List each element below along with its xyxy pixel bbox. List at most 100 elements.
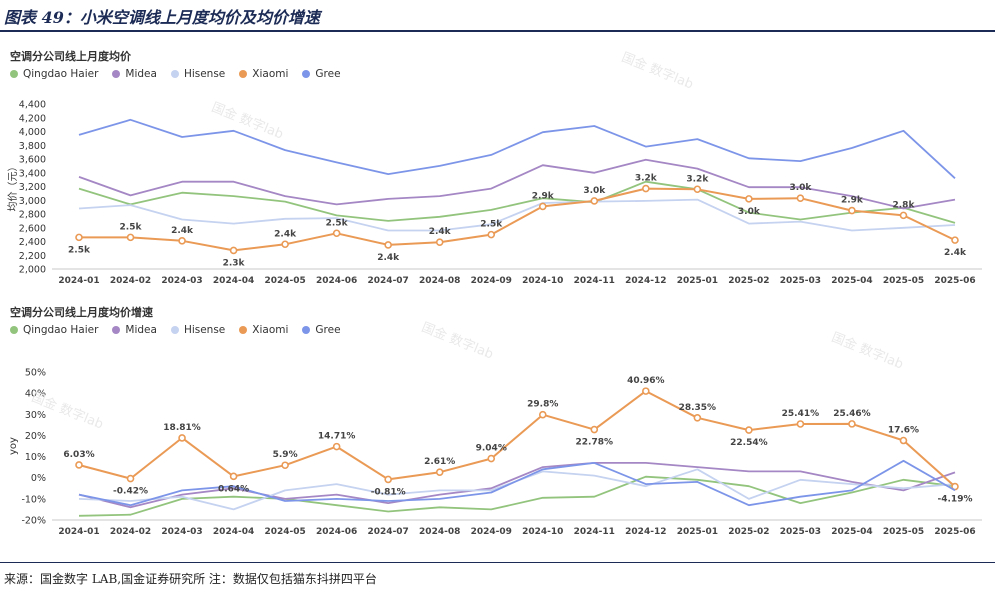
series-line-xiaomi[interactable] [78,390,956,488]
y-tick-label: 3,200 [19,182,46,193]
data-point-xiaomi[interactable] [590,197,599,205]
x-tick-label: 2024-08 [419,276,460,286]
x-tick-label: 2024-05 [264,276,305,286]
data-point-xiaomi[interactable] [384,475,392,484]
data-point-xiaomi[interactable] [745,195,753,203]
data-point-xiaomi[interactable] [590,425,599,434]
data-label: 2.3k [223,258,246,268]
x-tick-label: 2024-03 [161,527,202,537]
legend-item-midea[interactable]: Midea [112,68,157,80]
x-tick-label: 2025-06 [934,276,975,286]
data-label: -0.42% [113,487,148,497]
data-point-xiaomi[interactable] [435,238,444,246]
data-point-xiaomi[interactable] [899,211,908,220]
data-point-xiaomi[interactable] [384,241,392,249]
data-point-xiaomi[interactable] [899,436,908,445]
data-point-xiaomi[interactable] [487,454,496,463]
data-label: 6.03% [63,450,94,460]
data-point-xiaomi[interactable] [693,185,702,194]
data-point-xiaomi[interactable] [281,240,289,249]
legend-item-xiaomi[interactable]: Xiaomi [239,324,288,336]
x-tick-label: 2024-03 [161,276,202,286]
data-label: 2.4k [171,226,194,236]
data-point-xiaomi[interactable] [538,202,547,211]
data-point-xiaomi[interactable] [538,410,547,419]
data-point-xiaomi[interactable] [229,246,238,255]
data-point-xiaomi[interactable] [281,461,289,470]
series-line-qingdao-haier[interactable] [78,475,956,517]
data-point-xiaomi[interactable] [487,230,496,239]
x-tick-label: 2024-09 [471,527,512,537]
legend-label-xiaomi: Xiaomi [252,68,289,80]
legend-dot-midea [112,326,121,334]
growth-chart-title: 空调分公司线上月度均价增速 [10,306,153,319]
x-tick-label: 2024-12 [625,276,666,286]
y-tick-label: -20% [21,516,46,527]
data-point-xiaomi[interactable] [178,237,186,245]
x-tick-label: 2024-11 [574,527,615,537]
price-line-chart: 2,000 2,200 2,400 2,600 2,800 3,000 3,200 3,400… [7,100,982,286]
legend-item-haier[interactable]: Qingdao Haier [10,324,98,336]
series-line-qingdao-haier[interactable] [78,180,956,224]
y-tick-label: 2,200 [19,251,46,262]
data-point-xiaomi[interactable] [435,468,444,476]
data-point-xiaomi[interactable] [229,472,238,481]
y-axis-title: 均价（元） [7,162,19,212]
series-line-xiaomi[interactable] [79,187,956,252]
legend-dot-midea [112,70,121,78]
data-label: 2.5k [326,218,349,228]
legend-item-gree[interactable]: Gree [302,324,341,336]
legend-item-haier[interactable]: Qingdao Haier [10,68,98,80]
data-label: 18.81% [163,423,201,433]
series-line-midea[interactable] [78,461,956,509]
data-point-xiaomi[interactable] [642,387,650,395]
series-line-midea[interactable] [78,158,956,210]
legend-item-hisense[interactable]: Hisense [170,324,225,336]
data-point-xiaomi[interactable] [126,233,135,242]
growth-chart-panel: 空调分公司线上月度均价增速 Qingdao Haier Midea Hisens… [0,300,995,552]
data-point-xiaomi[interactable] [796,420,805,428]
data-point-xiaomi[interactable] [126,474,135,483]
data-label: 2.5k [480,220,503,230]
legend-item-xiaomi[interactable]: Xiaomi [239,68,288,80]
data-point-xiaomi[interactable] [693,413,702,422]
data-label: 22.78% [576,438,614,448]
data-point-xiaomi[interactable] [75,233,83,242]
series-line-hisense[interactable] [78,198,956,232]
data-label: 2.9k [841,196,864,206]
legend-item-gree[interactable]: Gree [302,68,341,80]
data-point-xiaomi[interactable] [951,236,959,244]
y-tick-label: 4,400 [19,100,46,111]
series-line-gree[interactable] [78,459,956,507]
data-point-xiaomi[interactable] [332,442,341,451]
data-label: 3.0k [583,186,606,196]
data-label: 22.54% [730,438,768,448]
y-axis-title: yoy [8,437,19,455]
data-point-xiaomi[interactable] [796,194,805,202]
x-tick-label: 2024-06 [316,527,357,537]
data-point-xiaomi[interactable] [848,420,856,428]
y-tick-label: 3,600 [19,155,46,166]
data-point-xiaomi[interactable] [848,206,856,215]
data-point-xiaomi[interactable] [642,184,650,193]
legend-dot-gree [302,70,311,78]
y-tick-label: 10% [25,452,46,463]
x-tick-label: 2024-11 [574,276,615,286]
legend-label-haier: Qingdao Haier [23,68,99,80]
x-tick-label: 2025-01 [677,527,718,537]
data-point-xiaomi[interactable] [75,461,83,469]
x-tick-label: 2024-01 [58,527,99,537]
legend-dot-xiaomi [239,70,248,78]
data-label: 5.9% [273,450,298,460]
y-tick-label: 4,000 [19,127,46,138]
y-tick-label: 3,800 [19,141,46,152]
legend-item-midea[interactable]: Midea [112,324,157,336]
data-point-xiaomi[interactable] [745,426,753,434]
data-label: 2.4k [944,248,967,258]
legend-label-xiaomi: Xiaomi [252,324,289,336]
legend-item-hisense[interactable]: Hisense [170,68,225,80]
data-point-xiaomi[interactable] [178,434,186,442]
series-line-gree[interactable] [78,118,956,179]
data-label: 0.64% [218,484,249,494]
data-point-xiaomi[interactable] [332,229,341,238]
